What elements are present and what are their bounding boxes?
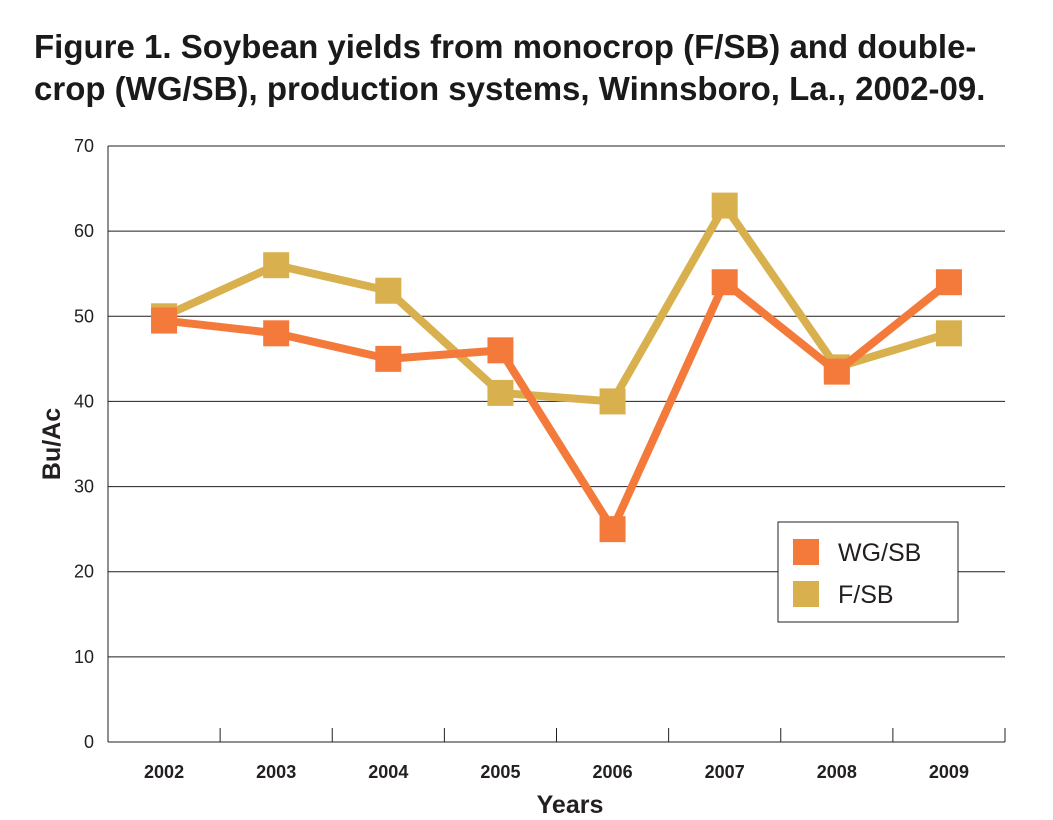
chart-title: Figure 1. Soybean yields from monocrop (… <box>34 26 1034 110</box>
y-axis-label: Bu/Ac <box>38 408 66 480</box>
data-point <box>375 345 402 372</box>
x-tick-label: 2005 <box>480 762 520 782</box>
legend-label: WG/SB <box>838 539 921 567</box>
data-point <box>151 307 178 334</box>
x-tick-label: 2002 <box>144 762 184 782</box>
y-tick-label: 50 <box>74 306 94 326</box>
data-point <box>935 320 962 347</box>
x-tick-label: 2004 <box>368 762 408 782</box>
x-tick-label: 2003 <box>256 762 296 782</box>
data-point <box>935 269 962 296</box>
y-tick-labels: 0 10 20 30 40 50 60 70 <box>74 136 94 752</box>
gridlines <box>108 145 1005 658</box>
data-point <box>711 192 738 219</box>
series-line <box>162 198 951 406</box>
axes <box>107 146 1006 743</box>
y-tick-label: 0 <box>84 732 94 752</box>
data-point <box>263 252 290 279</box>
data-point <box>599 516 626 543</box>
series-line <box>163 275 952 538</box>
data-point <box>823 358 850 385</box>
data-point <box>599 388 626 415</box>
data-point <box>487 337 514 364</box>
x-tick-label: 2007 <box>705 762 745 782</box>
legend: WG/SB F/SB <box>777 521 959 623</box>
x-axis-label: Years <box>537 791 604 819</box>
y-tick-label: 40 <box>74 391 94 411</box>
x-tick-labels: 2002 2003 2004 2005 2006 2007 2008 2009 <box>144 762 969 782</box>
y-tick-label: 70 <box>74 136 94 156</box>
y-tick-label: 60 <box>74 221 94 241</box>
data-point <box>711 269 738 296</box>
x-tick-label: 2008 <box>817 762 857 782</box>
legend-label: F/SB <box>838 581 894 609</box>
x-tick-label: 2006 <box>593 762 633 782</box>
series <box>151 192 962 543</box>
data-point <box>487 379 514 406</box>
chart-title-line-2: crop (WG/SB), production systems, Winnsb… <box>34 70 986 107</box>
legend-swatch <box>793 539 819 565</box>
data-point <box>263 320 290 347</box>
legend-swatch <box>793 581 819 607</box>
y-tick-label: 20 <box>74 562 94 582</box>
data-point <box>375 277 402 304</box>
y-tick-label: 30 <box>74 477 94 497</box>
series-wg-sb <box>151 269 962 543</box>
x-tick-label: 2009 <box>929 762 969 782</box>
y-tick-label: 10 <box>74 647 94 667</box>
chart-title-line-1: Figure 1. Soybean yields from monocrop (… <box>34 28 977 65</box>
